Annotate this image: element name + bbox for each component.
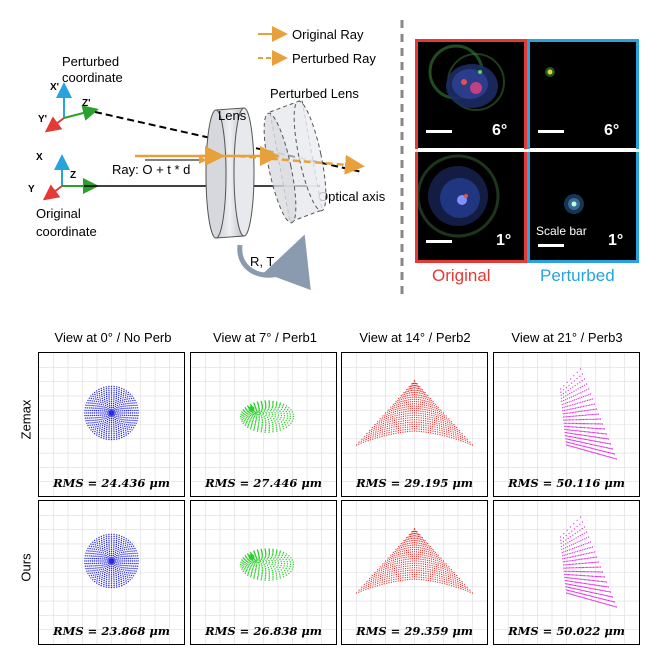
- micro-perturbed-6: 6°: [530, 42, 636, 148]
- svg-text:Z': Z': [82, 98, 91, 109]
- perturbed-coordinate-label: Perturbed coordinate: [62, 54, 123, 85]
- lens-label: Lens: [218, 108, 247, 123]
- column-header: View at 7° / Perb1: [213, 330, 317, 345]
- row-label: Ours: [18, 553, 34, 582]
- spot-diagram: [191, 501, 336, 644]
- rt-rotation: [237, 234, 311, 291]
- svg-text:X': X': [50, 82, 59, 93]
- micro-angle-label: 6°: [604, 122, 620, 139]
- optical-axis-label: Optical axis: [318, 189, 386, 204]
- micro-angle-label: 6°: [492, 122, 508, 139]
- original-coordinate-label: Original coordinate: [36, 206, 97, 239]
- spot-panel: RMS = 26.838 μm: [190, 500, 337, 645]
- micro-angle-label: 1°: [608, 232, 624, 249]
- legend-original-label: Original Ray: [292, 27, 364, 42]
- legend-perturbed-label: Perturbed Ray: [292, 51, 376, 66]
- micro-angle-label: 1°: [496, 232, 512, 249]
- lens: [205, 107, 255, 239]
- rms-label: RMS = 27.446 μm: [205, 476, 322, 490]
- rms-label: RMS = 50.116 μm: [508, 476, 625, 490]
- micro-original-1: 1°: [418, 152, 524, 260]
- perturbed-lens-label: Perturbed Lens: [270, 86, 359, 101]
- spot-panel: RMS = 23.868 μm: [38, 500, 185, 645]
- rt-label: R, T: [250, 254, 274, 269]
- spot-diagram: [342, 353, 487, 496]
- spot-diagram: [494, 501, 639, 644]
- svg-text:X: X: [36, 152, 43, 163]
- micro-perturbed-1: Scale bar 1°: [530, 152, 636, 260]
- spot-panel: RMS = 29.195 μm: [341, 352, 488, 497]
- legend: Original Ray Perturbed Ray: [258, 26, 376, 66]
- row-label: Zemax: [18, 399, 34, 440]
- optics-diagram: Original Ray Perturbed Ray Perturbed coo…: [28, 20, 404, 295]
- svg-text:Y': Y': [38, 114, 47, 125]
- rms-label: RMS = 24.436 μm: [53, 476, 170, 490]
- ray-equation-label: Ray: O + t * d: [112, 162, 190, 177]
- rms-label: RMS = 50.022 μm: [508, 624, 625, 638]
- spot-diagram: [342, 501, 487, 644]
- svg-text:Z: Z: [70, 170, 76, 181]
- rms-label: RMS = 29.359 μm: [356, 624, 473, 638]
- rms-label: RMS = 29.195 μm: [356, 476, 473, 490]
- column-header: View at 14° / Perb2: [359, 330, 471, 345]
- column-header: View at 21° / Perb3: [511, 330, 623, 345]
- rms-label: RMS = 23.868 μm: [53, 624, 170, 638]
- spot-panel: RMS = 50.022 μm: [493, 500, 640, 645]
- spot-diagram: [494, 353, 639, 496]
- spot-panel: RMS = 29.359 μm: [341, 500, 488, 645]
- spot-panel: RMS = 24.436 μm: [38, 352, 185, 497]
- svg-text:Y: Y: [28, 184, 35, 195]
- original-axes: X Z Y: [28, 152, 99, 201]
- rms-label: RMS = 26.838 μm: [205, 624, 322, 638]
- micro-divider: [415, 149, 639, 152]
- caption-perturbed: Perturbed: [540, 266, 615, 285]
- spot-diagram: [191, 353, 336, 496]
- spot-diagram: [39, 501, 184, 644]
- spot-panel: RMS = 50.116 μm: [493, 352, 640, 497]
- scale-bar-label: Scale bar: [536, 224, 587, 238]
- spot-diagram: [39, 353, 184, 496]
- micro-original-6: 6°: [418, 42, 524, 148]
- column-header: View at 0° / No Perb: [54, 330, 172, 345]
- spot-panel: RMS = 27.446 μm: [190, 352, 337, 497]
- perturbed-axes: X' Z' Y': [38, 82, 99, 133]
- perturbed-ray: [237, 154, 365, 175]
- caption-original: Original: [432, 266, 491, 285]
